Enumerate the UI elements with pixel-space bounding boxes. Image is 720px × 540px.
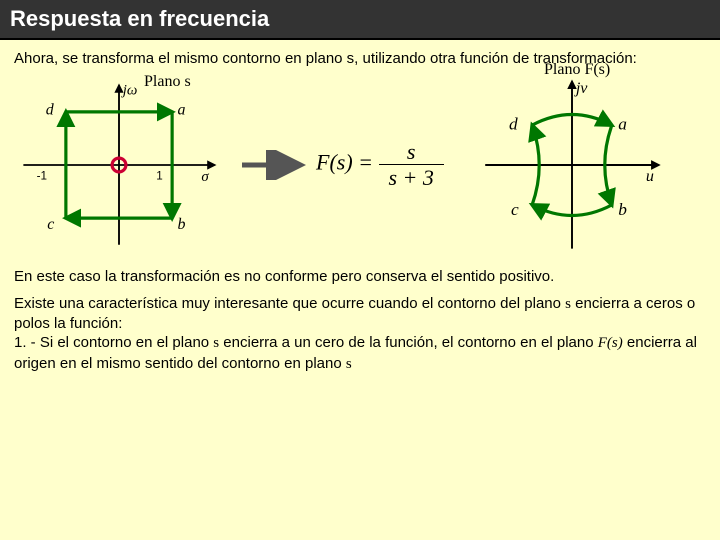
- para-1: En este caso la transformación es no con…: [14, 267, 706, 286]
- fs-plane-figure: jv u a b c d: [462, 75, 682, 255]
- s-plane-figure: jω σ a b c d -1 1: [14, 80, 224, 250]
- fs-corner-a: a: [618, 114, 627, 133]
- para-2: Existe una característica muy interesant…: [14, 294, 706, 374]
- formula-lhs: F(s) =: [316, 150, 373, 175]
- content: Ahora, se transforma el mismo contorno e…: [0, 40, 720, 384]
- formula: F(s) = s s + 3: [316, 140, 444, 189]
- s-xtick-pos: 1: [156, 169, 163, 182]
- plane-s-label: Plano s: [144, 73, 191, 91]
- formula-num: s: [379, 140, 444, 165]
- s-corner-a: a: [177, 101, 185, 118]
- formula-den: s + 3: [379, 165, 444, 189]
- fs-corner-c: c: [511, 200, 519, 219]
- s-xtick-neg: -1: [37, 169, 47, 182]
- s-yaxis-label: jω: [121, 82, 138, 98]
- plane-fs-label: Plano F(s): [544, 61, 610, 79]
- page-title: Respuesta en frecuencia: [10, 6, 269, 31]
- transform-arrow-icon: [238, 150, 308, 180]
- fs-corner-b: b: [618, 200, 627, 219]
- fs-xaxis-label: u: [646, 168, 654, 185]
- title-bar: Respuesta en frecuencia: [0, 0, 720, 40]
- figure-row: Plano s Plano F(s) jω σ: [14, 75, 706, 255]
- fs-corner-d: d: [509, 114, 518, 133]
- s-corner-c: c: [47, 216, 54, 233]
- s-corner-d: d: [46, 101, 54, 118]
- s-xaxis-label: σ: [201, 169, 209, 185]
- s-corner-b: b: [177, 216, 185, 233]
- fs-yaxis-label: jv: [574, 80, 588, 97]
